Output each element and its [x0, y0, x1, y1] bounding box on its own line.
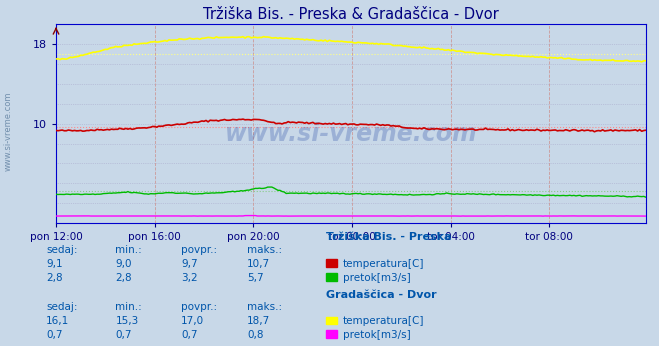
Text: 15,3: 15,3 — [115, 316, 138, 326]
Text: min.:: min.: — [115, 302, 142, 312]
Text: temperatura[C]: temperatura[C] — [343, 316, 424, 326]
Text: www.si-vreme.com: www.si-vreme.com — [4, 92, 13, 171]
Text: sedaj:: sedaj: — [46, 302, 78, 312]
Text: temperatura[C]: temperatura[C] — [343, 259, 424, 269]
Text: 0,8: 0,8 — [247, 330, 264, 340]
Text: maks.:: maks.: — [247, 302, 282, 312]
Text: 2,8: 2,8 — [46, 273, 63, 283]
Text: pretok[m3/s]: pretok[m3/s] — [343, 330, 411, 340]
Text: 10,7: 10,7 — [247, 259, 270, 269]
Text: povpr.:: povpr.: — [181, 245, 217, 255]
Text: Gradaščica - Dvor: Gradaščica - Dvor — [326, 290, 437, 300]
Text: 0,7: 0,7 — [115, 330, 132, 340]
Text: sedaj:: sedaj: — [46, 245, 78, 255]
Text: pretok[m3/s]: pretok[m3/s] — [343, 273, 411, 283]
Text: 3,2: 3,2 — [181, 273, 198, 283]
Text: 9,7: 9,7 — [181, 259, 198, 269]
Text: 16,1: 16,1 — [46, 316, 69, 326]
Text: min.:: min.: — [115, 245, 142, 255]
Text: 0,7: 0,7 — [46, 330, 63, 340]
Text: 2,8: 2,8 — [115, 273, 132, 283]
Text: 18,7: 18,7 — [247, 316, 270, 326]
Text: Tržiška Bis. - Preska: Tržiška Bis. - Preska — [326, 233, 451, 243]
Text: maks.:: maks.: — [247, 245, 282, 255]
Text: 9,0: 9,0 — [115, 259, 132, 269]
Text: povpr.:: povpr.: — [181, 302, 217, 312]
Text: 9,1: 9,1 — [46, 259, 63, 269]
Text: 0,7: 0,7 — [181, 330, 198, 340]
Title: Tržiška Bis. - Preska & Gradaščica - Dvor: Tržiška Bis. - Preska & Gradaščica - Dvo… — [203, 7, 499, 22]
Text: www.si-vreme.com: www.si-vreme.com — [225, 122, 477, 146]
Text: 5,7: 5,7 — [247, 273, 264, 283]
Text: 17,0: 17,0 — [181, 316, 204, 326]
